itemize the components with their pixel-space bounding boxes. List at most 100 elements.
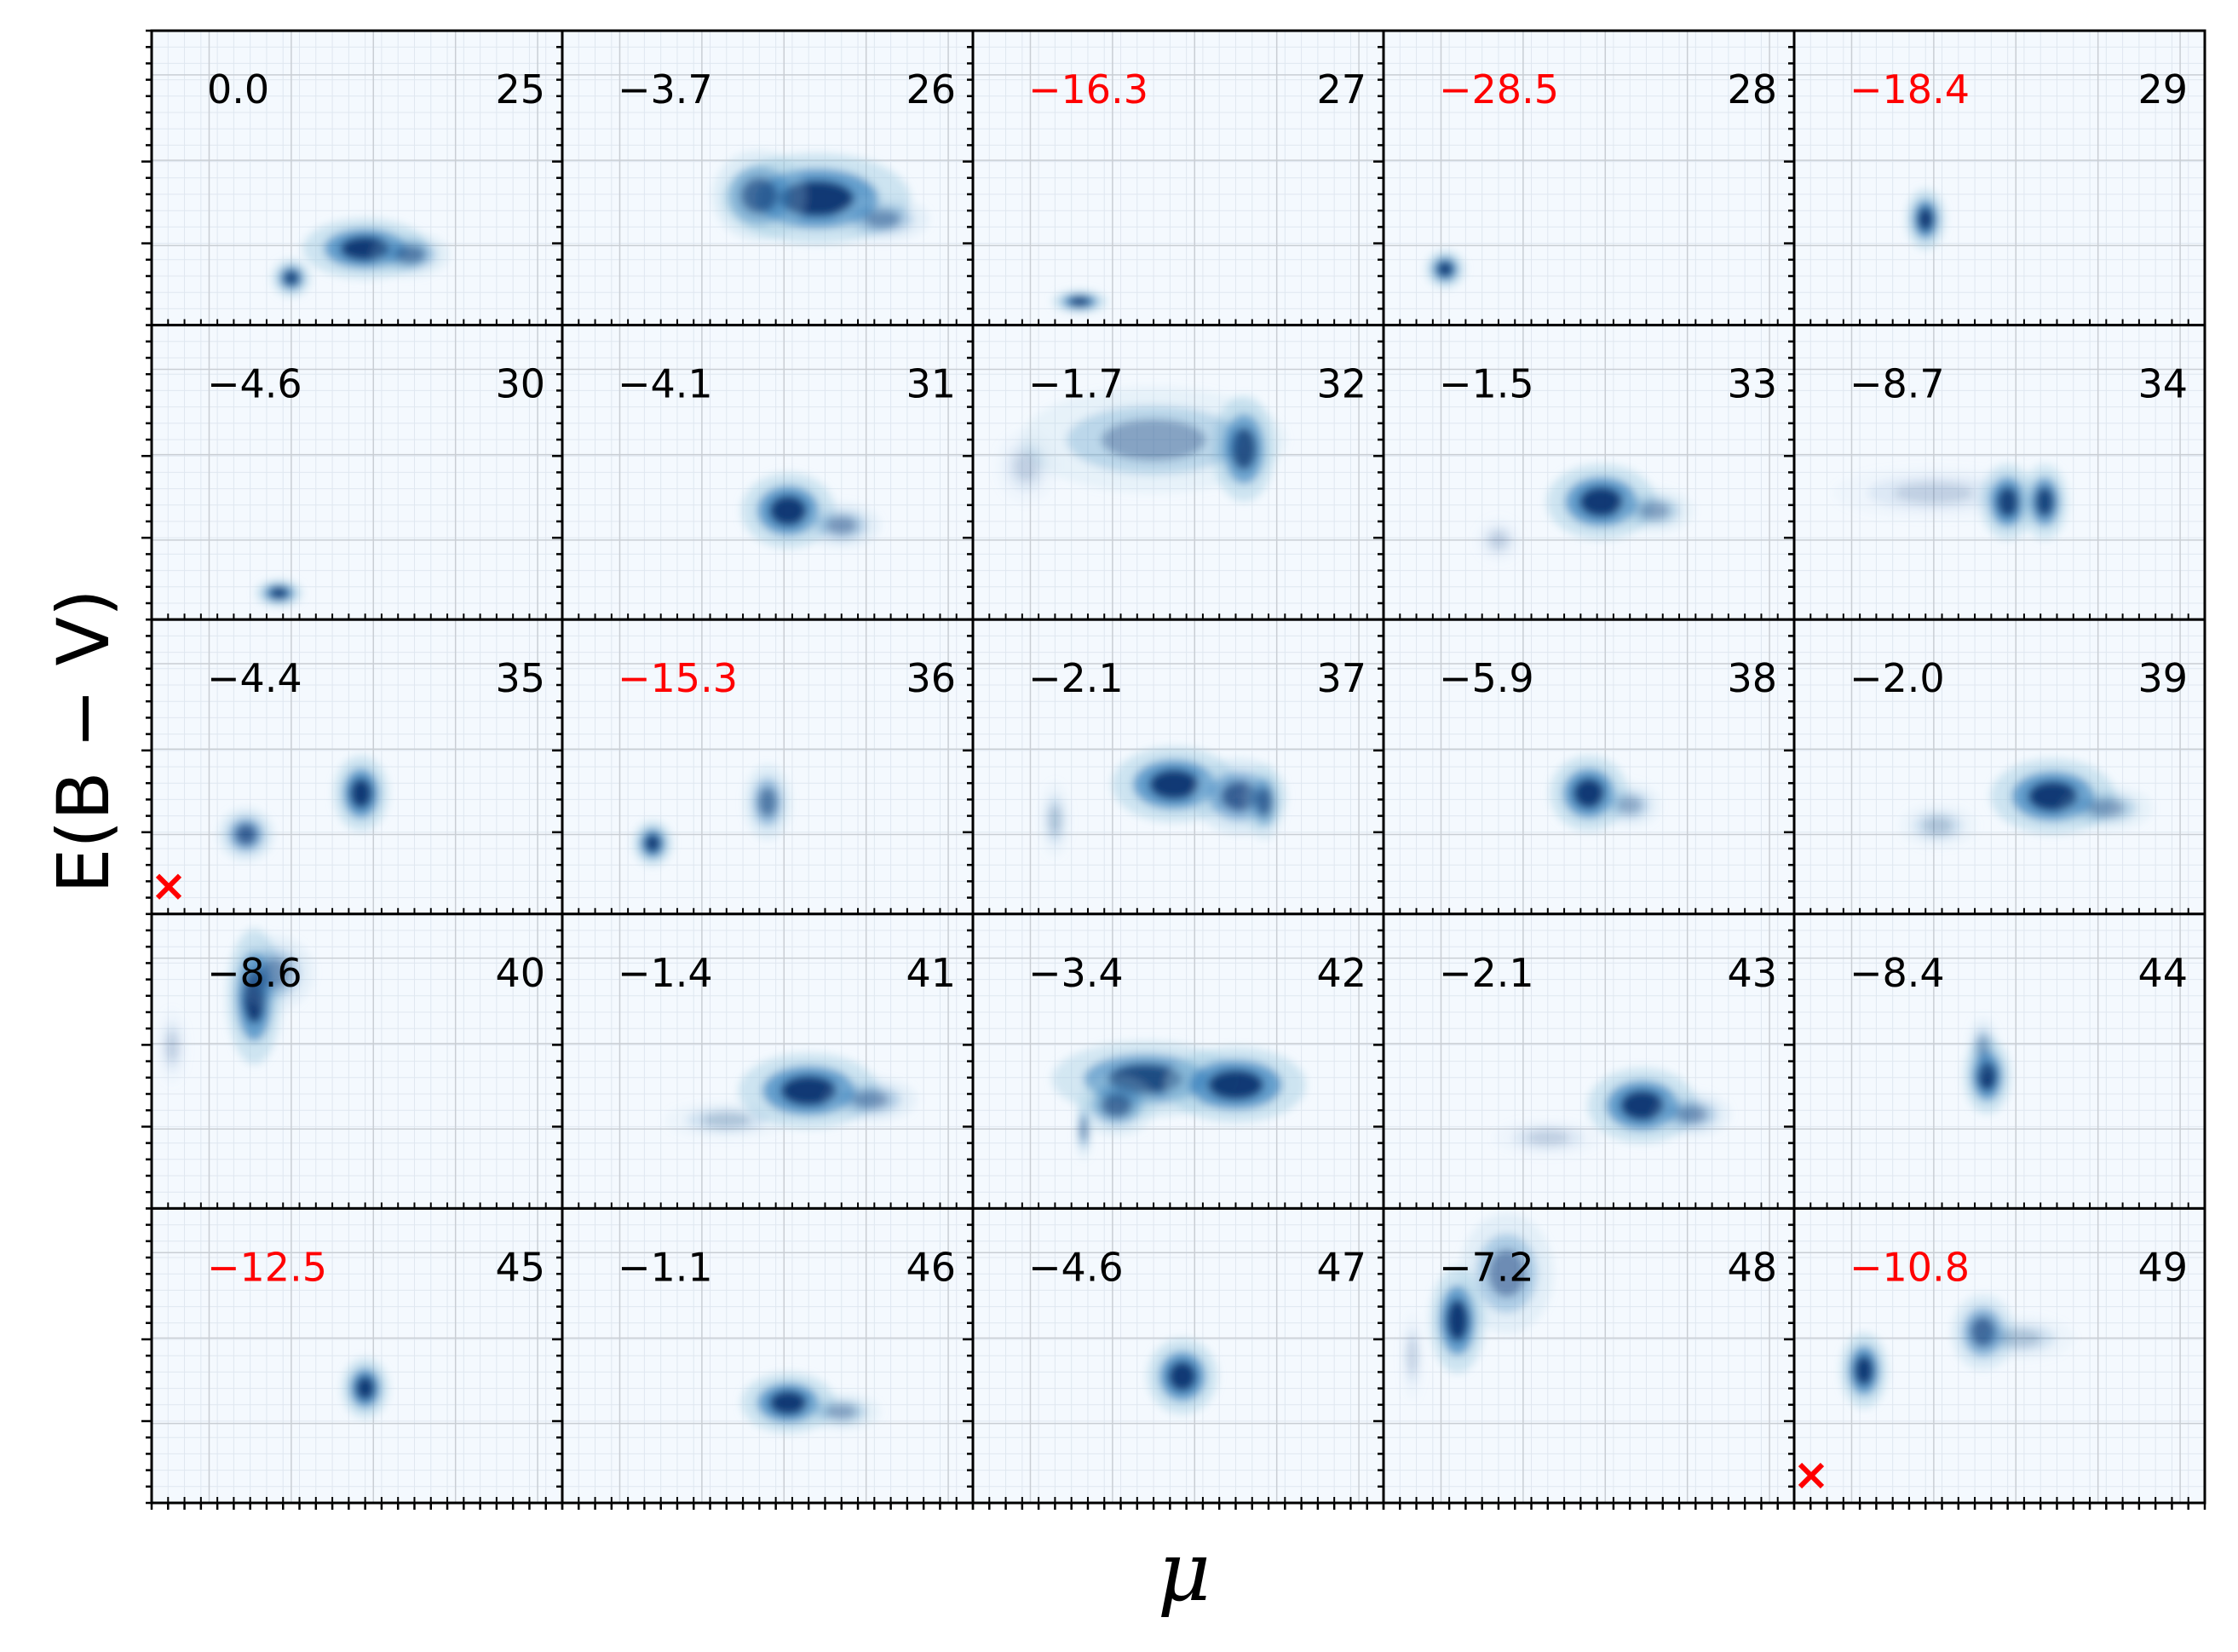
density-map	[664, 1052, 918, 1139]
panel-id: 40	[495, 950, 545, 996]
density-blob	[1165, 1046, 1306, 1123]
panel-score: −1.5	[1439, 361, 1534, 407]
panel-43: −2.1 43	[1373, 912, 1796, 1210]
density-blob	[1245, 764, 1285, 840]
panel-score: −4.1	[618, 361, 713, 407]
panel-score: −4.6	[207, 361, 302, 407]
density-blob	[802, 503, 881, 549]
panel-grid-lines	[1794, 913, 2205, 1209]
panel-score: −16.3	[1028, 66, 1148, 112]
cross-marker-icon	[1798, 1462, 1825, 1489]
panel-score: −1.1	[618, 1244, 713, 1290]
density-map	[218, 755, 388, 861]
panel-grid-lines	[562, 31, 973, 325]
density-blob	[156, 1008, 188, 1085]
panel-39: −2.0 39	[1784, 618, 2206, 916]
panel-ticks	[963, 324, 1384, 621]
panel-47: −4.6 47	[963, 1206, 1385, 1510]
panel-score: −8.7	[1850, 361, 1945, 407]
panel-score: 0.0	[207, 66, 269, 112]
panel-score: −12.5	[207, 1244, 327, 1290]
y-axis-label: E(B − V)	[24, 443, 143, 1039]
panel-grid-lines	[973, 31, 1384, 325]
panel-40: −8.6 40	[141, 912, 564, 1210]
panel-score: −3.7	[618, 66, 713, 112]
panel-id: 37	[1316, 655, 1366, 701]
panel-44: −8.4 44	[1784, 912, 2206, 1210]
panel-id: 35	[495, 655, 545, 701]
panel-grid-lines	[1384, 619, 1794, 914]
panel-id: 30	[495, 361, 545, 407]
cross-marker-icon	[155, 873, 182, 900]
density-blob	[342, 1357, 389, 1419]
density-map	[1401, 1212, 1554, 1402]
density-map	[1493, 1068, 1731, 1157]
density-blob	[1075, 1098, 1092, 1160]
panel-id: 46	[906, 1244, 956, 1290]
panel-ticks	[963, 1207, 1385, 1510]
density-blob	[2059, 785, 2154, 831]
density-blob	[218, 808, 273, 861]
panel-score: −7.2	[1439, 1244, 1534, 1290]
density-map	[1052, 290, 1107, 314]
panel-grid-lines	[1794, 31, 2205, 325]
panel-score: −5.9	[1439, 655, 1534, 701]
panel-grid-lines	[562, 619, 973, 914]
panel-grid-lines	[152, 913, 562, 1209]
density-blob	[1832, 466, 2035, 520]
density-map	[741, 473, 881, 549]
panel-grid: 0.0 25 −3.7 26 −16.3 27 −28.5 28 −18.4 29−4.6 30 −4…	[141, 29, 2206, 1510]
panel-33: −1.5 33	[1373, 324, 1796, 621]
panel-score: −28.5	[1439, 66, 1559, 112]
panel-id: 31	[906, 361, 956, 407]
density-blob	[633, 820, 672, 866]
panel-25: 0.0 25	[141, 29, 564, 327]
panel-id: 38	[1727, 655, 1777, 701]
density-map	[156, 928, 314, 1085]
density-map	[1832, 463, 2068, 540]
panel-grid-lines	[562, 325, 973, 620]
density-blob	[1840, 1333, 1888, 1408]
density-map	[342, 1357, 389, 1419]
density-blob	[1898, 803, 1977, 849]
density-map	[1147, 1338, 1218, 1414]
density-blob	[1615, 487, 1694, 533]
density-map	[1425, 250, 1465, 289]
density-blob	[1598, 782, 1661, 828]
density-blob	[235, 935, 314, 1011]
density-blob	[664, 1101, 790, 1139]
density-blob	[1965, 1315, 2075, 1361]
density-blob	[255, 579, 302, 607]
density-blob	[2021, 463, 2068, 540]
panel-grid-lines	[1384, 913, 1794, 1209]
panel-id: 29	[2137, 66, 2188, 112]
panel-38: −5.9 38	[1373, 618, 1796, 916]
panel-id: 41	[906, 950, 956, 996]
density-blob	[1906, 188, 1946, 250]
density-blob	[744, 764, 791, 840]
panel-id: 43	[1727, 950, 1777, 996]
panel-id: 27	[1316, 66, 1366, 112]
panel-id: 36	[906, 655, 956, 701]
panel-score: −2.0	[1850, 655, 1945, 701]
density-map	[1840, 1294, 2075, 1408]
panel-ticks	[1373, 1207, 1796, 1510]
panel-32: −1.7 32	[963, 324, 1385, 621]
panel-id: 25	[495, 66, 545, 112]
panel-id: 44	[2137, 950, 2188, 996]
panel-ticks	[552, 324, 974, 621]
panel-score: −10.8	[1850, 1244, 1970, 1290]
density-blob	[1077, 1074, 1156, 1136]
density-map	[633, 764, 791, 866]
density-map	[1475, 463, 1694, 563]
panel-score: −1.7	[1028, 361, 1124, 407]
panel-score: −15.3	[618, 655, 738, 701]
panel-score: −2.1	[1028, 655, 1124, 701]
density-map	[255, 579, 302, 607]
density-blob	[1652, 1091, 1731, 1137]
panel-ticks	[141, 1207, 564, 1510]
panel-37: −2.1 37	[963, 618, 1385, 916]
panel-score: −3.4	[1028, 950, 1124, 996]
panel-35: −4.4 35	[141, 618, 564, 916]
panel-45: −12.5 45	[141, 1206, 564, 1510]
